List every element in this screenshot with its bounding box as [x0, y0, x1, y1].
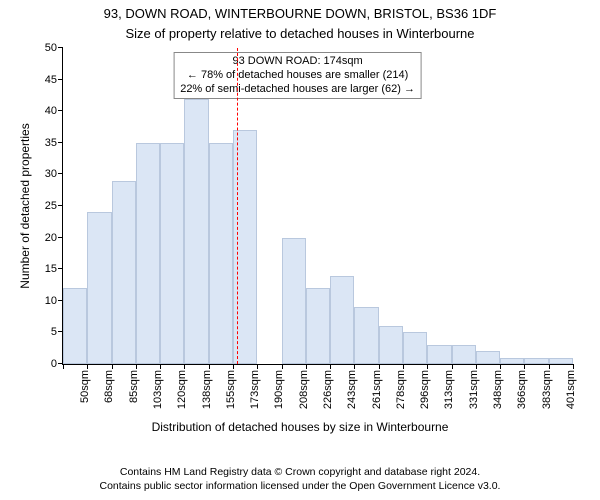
x-tick-label: 401sqm — [565, 370, 577, 409]
x-tick-mark — [354, 364, 355, 369]
x-tick-mark — [184, 364, 185, 369]
histogram-bar — [330, 276, 354, 364]
x-axis-label: Distribution of detached houses by size … — [0, 420, 600, 434]
annotation-line-1: 93 DOWN ROAD: 174sqm — [180, 55, 415, 69]
histogram-bar — [184, 99, 208, 364]
histogram-bar — [112, 181, 136, 364]
x-tick-label: 331sqm — [468, 370, 480, 409]
x-tick-mark — [330, 364, 331, 369]
x-tick-label: 383sqm — [541, 370, 553, 409]
x-tick-label: 190sqm — [273, 370, 285, 409]
x-tick-label: 103sqm — [152, 370, 164, 409]
x-tick-label: 68sqm — [103, 370, 115, 403]
footer-attribution: Contains HM Land Registry data © Crown c… — [0, 466, 600, 493]
x-tick-mark — [549, 364, 550, 369]
histogram-bar — [549, 358, 573, 364]
x-tick-label: 208sqm — [298, 370, 310, 409]
histogram-bar — [427, 345, 451, 364]
x-tick-mark — [403, 364, 404, 369]
histogram-bar — [403, 332, 427, 364]
histogram-bar — [160, 143, 184, 364]
x-tick-label: 138sqm — [201, 370, 213, 409]
y-tick-label: 0 — [51, 358, 63, 370]
y-tick-label: 5 — [51, 326, 63, 338]
x-tick-mark — [282, 364, 283, 369]
y-tick-label: 20 — [45, 232, 63, 244]
x-tick-label: 313sqm — [443, 370, 455, 409]
x-tick-mark — [573, 364, 574, 369]
footer-line-1: Contains HM Land Registry data © Crown c… — [0, 466, 600, 480]
histogram-bar — [306, 288, 330, 364]
chart-subtitle: Size of property relative to detached ho… — [0, 26, 600, 41]
plot-area: 93 DOWN ROAD: 174sqm ← 78% of detached h… — [62, 48, 573, 365]
x-tick-mark — [87, 364, 88, 369]
y-tick-label: 50 — [45, 42, 63, 54]
y-tick-mark — [58, 79, 63, 80]
histogram-bar — [63, 288, 87, 364]
x-tick-mark — [209, 364, 210, 369]
x-tick-label: 173sqm — [249, 370, 261, 409]
x-tick-label: 226sqm — [322, 370, 334, 409]
histogram-bar — [87, 212, 111, 364]
x-tick-label: 278sqm — [395, 370, 407, 409]
y-tick-label: 45 — [45, 74, 63, 86]
x-tick-label: 348sqm — [492, 370, 504, 409]
y-tick-label: 35 — [45, 137, 63, 149]
y-tick-label: 25 — [45, 200, 63, 212]
y-tick-mark — [58, 237, 63, 238]
x-tick-mark — [233, 364, 234, 369]
histogram-bar — [476, 351, 500, 364]
histogram-bar — [136, 143, 160, 364]
annotation-line-2: ← 78% of detached houses are smaller (21… — [180, 69, 415, 83]
chart-container: 93, DOWN ROAD, WINTERBOURNE DOWN, BRISTO… — [0, 0, 600, 500]
x-tick-label: 296sqm — [419, 370, 431, 409]
histogram-bar — [379, 326, 403, 364]
y-tick-mark — [58, 47, 63, 48]
x-tick-label: 85sqm — [128, 370, 140, 403]
x-tick-label: 261sqm — [371, 370, 383, 409]
histogram-bar — [524, 358, 548, 364]
y-tick-label: 40 — [45, 105, 63, 117]
x-tick-mark — [379, 364, 380, 369]
y-tick-label: 10 — [45, 295, 63, 307]
chart-title: 93, DOWN ROAD, WINTERBOURNE DOWN, BRISTO… — [0, 6, 600, 21]
histogram-bar — [500, 358, 524, 364]
x-tick-label: 366sqm — [516, 370, 528, 409]
x-tick-label: 120sqm — [176, 370, 188, 409]
x-tick-mark — [476, 364, 477, 369]
y-tick-label: 15 — [45, 263, 63, 275]
x-tick-label: 155sqm — [225, 370, 237, 409]
y-tick-mark — [58, 142, 63, 143]
x-tick-mark — [136, 364, 137, 369]
histogram-bar — [209, 143, 233, 364]
histogram-bar — [452, 345, 476, 364]
annotation-box: 93 DOWN ROAD: 174sqm ← 78% of detached h… — [173, 52, 422, 99]
y-tick-mark — [58, 205, 63, 206]
x-tick-mark — [452, 364, 453, 369]
y-tick-mark — [58, 110, 63, 111]
y-tick-mark — [58, 173, 63, 174]
reference-line — [237, 48, 238, 364]
x-tick-mark — [112, 364, 113, 369]
histogram-bar — [354, 307, 378, 364]
x-tick-mark — [500, 364, 501, 369]
footer-line-2: Contains public sector information licen… — [0, 480, 600, 494]
x-tick-mark — [306, 364, 307, 369]
y-tick-label: 30 — [45, 168, 63, 180]
x-tick-mark — [427, 364, 428, 369]
x-tick-mark — [257, 364, 258, 369]
y-tick-mark — [58, 268, 63, 269]
histogram-bar — [282, 238, 306, 364]
x-tick-mark — [524, 364, 525, 369]
y-axis-label: Number of detached properties — [18, 123, 32, 288]
x-tick-mark — [160, 364, 161, 369]
x-tick-label: 50sqm — [79, 370, 91, 403]
x-tick-label: 243sqm — [346, 370, 358, 409]
x-tick-mark — [63, 364, 64, 369]
annotation-line-3: 22% of semi-detached houses are larger (… — [180, 83, 415, 97]
